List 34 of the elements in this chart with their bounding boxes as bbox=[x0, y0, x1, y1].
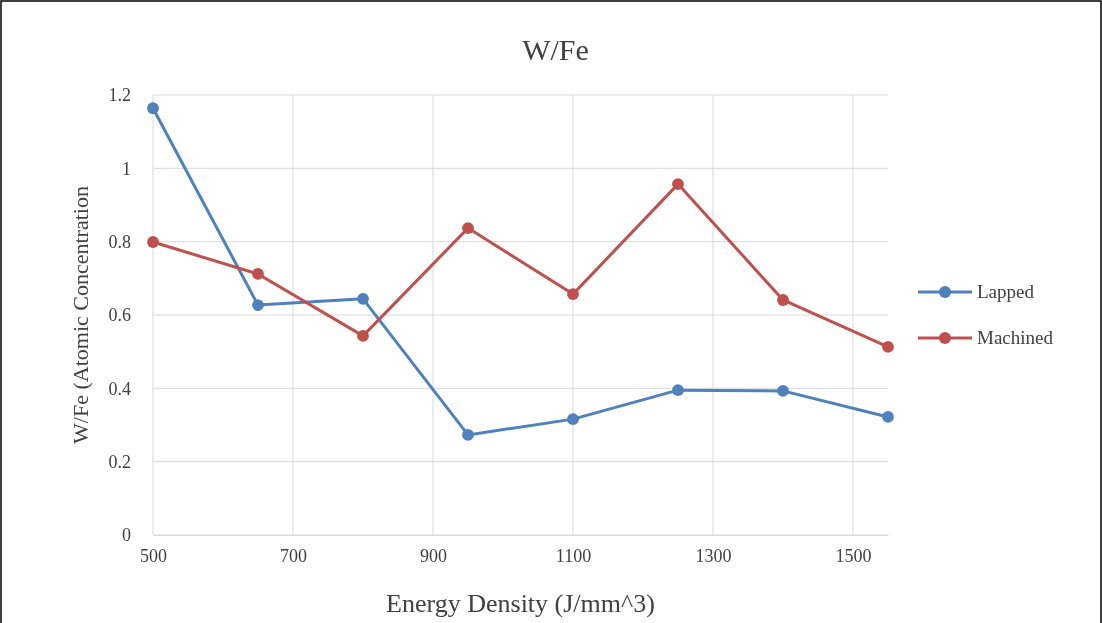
legend-label: Machined bbox=[977, 327, 1054, 348]
point bbox=[882, 340, 894, 353]
x-tick-label: 500 bbox=[140, 545, 167, 566]
point bbox=[252, 268, 264, 280]
point bbox=[567, 288, 579, 301]
x-tick-label: 700 bbox=[280, 545, 307, 566]
chart-title: W/Fe bbox=[522, 33, 589, 66]
y-tick-label: 0.6 bbox=[108, 305, 131, 326]
legend-label: Lapped bbox=[977, 281, 1035, 302]
point bbox=[147, 236, 159, 248]
point bbox=[672, 384, 684, 397]
y-axis-title: W/Fe (Atomic Concentration bbox=[68, 186, 93, 444]
x-axis-title: Energy Density (J/mm^3) bbox=[386, 589, 655, 618]
y-tick-label: 0.2 bbox=[108, 451, 131, 472]
y-tick-label: 0.8 bbox=[108, 231, 131, 252]
point bbox=[672, 178, 684, 191]
point bbox=[777, 384, 789, 397]
y-tick-label: 0.4 bbox=[108, 378, 131, 399]
x-tick-label: 1300 bbox=[695, 545, 732, 566]
point bbox=[882, 411, 894, 423]
y-tick-label: 1 bbox=[122, 158, 131, 179]
point bbox=[357, 292, 369, 305]
point bbox=[252, 299, 264, 312]
x-tick-label: 1500 bbox=[835, 545, 872, 566]
x-tick-label: 1100 bbox=[555, 545, 592, 566]
point bbox=[147, 102, 159, 115]
point bbox=[462, 222, 474, 235]
point bbox=[462, 428, 474, 441]
point bbox=[567, 413, 579, 426]
y-tick-label: 1.2 bbox=[108, 85, 131, 106]
x-tick-label: 900 bbox=[420, 545, 447, 566]
point bbox=[777, 294, 789, 306]
y-tick-label: 0 bbox=[122, 525, 131, 546]
point bbox=[357, 329, 369, 342]
